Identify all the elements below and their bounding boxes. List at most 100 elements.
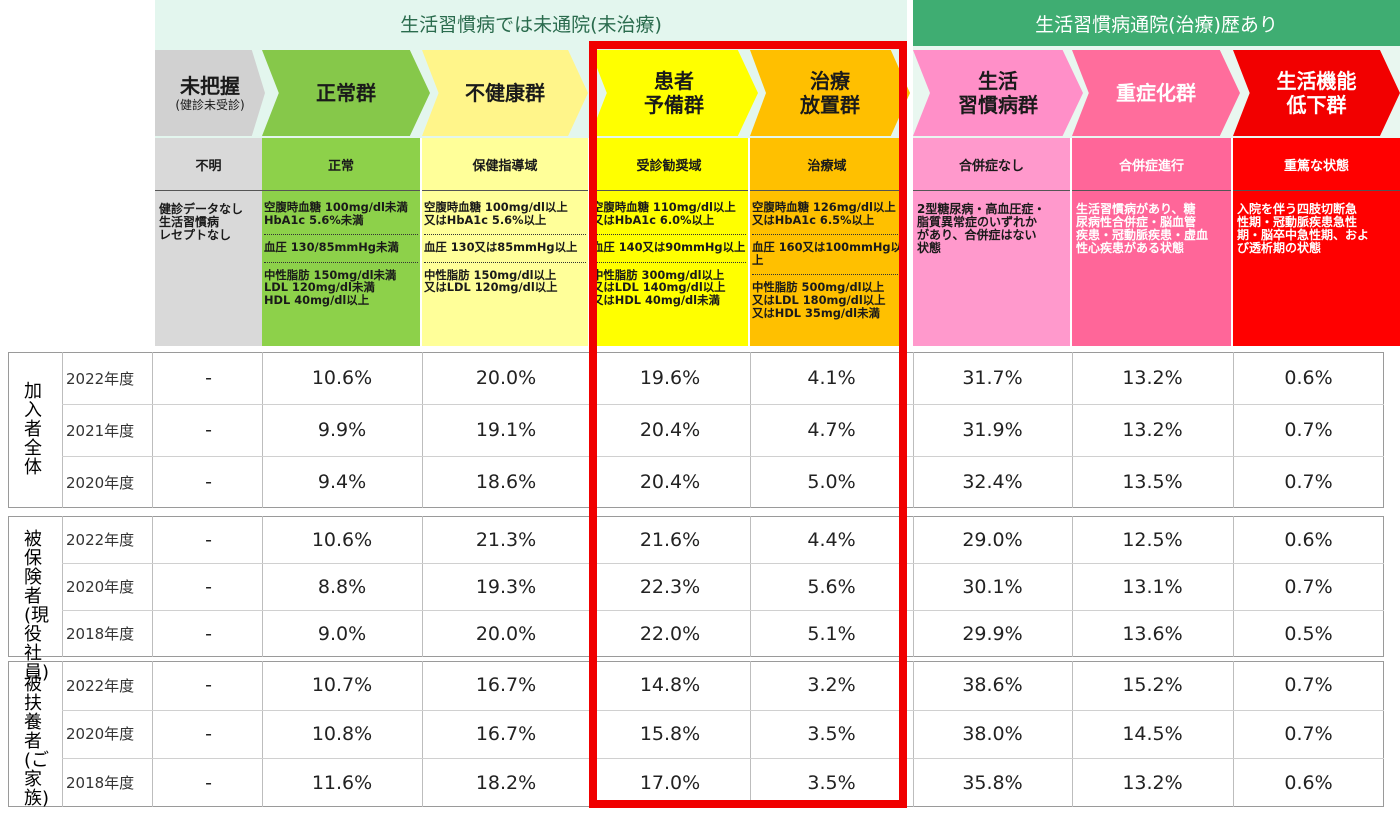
column-divider: [62, 352, 63, 508]
value-cell: 10.7%: [311, 674, 373, 697]
row-divider: [62, 404, 1384, 405]
criteria-block: 空腹時血糖 100mg/dl以上 又はHbA1c 5.6%以上 血圧 130又は8…: [422, 191, 588, 300]
value-cell: 9.9%: [317, 419, 367, 441]
group-chevron-2: 不健康群: [422, 50, 588, 136]
criteria-text: 入院を伴う四肢切断急 性期・冠動脈疾患急性 期・脳卒中急性期、およ び透析期の状…: [1237, 202, 1370, 255]
value-cell: 11.6%: [311, 771, 373, 794]
value-cell: -: [205, 622, 212, 645]
group-label: 被保険者(現役社員): [24, 529, 50, 683]
criteria-text: 空腹時血糖 110mg/dl以上 又はHbA1c 6.0%以上: [592, 200, 736, 227]
value-cell: 19.3%: [475, 575, 537, 598]
value-cell: 32.4%: [962, 471, 1023, 493]
criteria-text: 中性脂肪 150mg/dl未満 LDL 120mg/dl未満 HDL 40mg/…: [264, 267, 397, 307]
group-column-7: 重篤な状態入院を伴う四肢切断急 性期・冠動脈疾患急性 期・脳卒中急性期、およ び…: [1233, 138, 1400, 346]
group-chevron-4: 治療 放置群: [750, 50, 910, 136]
group-column-0: 不明健診データなし 生活習慣病 レセプトなし: [155, 138, 262, 346]
value-cell: 4.7%: [807, 419, 856, 441]
value-cell: 13.5%: [1122, 471, 1183, 493]
criteria-text: 健診データなし 生活習慣病 レセプトなし: [159, 202, 244, 242]
group-title: 患者 予備群: [644, 69, 704, 117]
value-cell: 31.7%: [962, 367, 1023, 389]
value-cell: 20.0%: [475, 622, 537, 645]
column-divider: [913, 352, 914, 508]
group-title: 治療 放置群: [800, 69, 860, 117]
value-cell: 9.4%: [317, 471, 367, 493]
level-label: 重篤な状態: [1233, 138, 1400, 191]
column-divider: [262, 661, 263, 807]
value-cell: 0.5%: [1284, 622, 1333, 645]
value-cell: 10.8%: [311, 722, 373, 745]
band-untreated: 生活習慣病では未通院(未治療): [155, 0, 907, 46]
value-cell: 15.8%: [639, 722, 701, 745]
criteria-text: 中性脂肪 150mg/dl以上 又はLDL 120mg/dl以上: [424, 267, 558, 295]
highlight-frame: [589, 41, 907, 808]
value-cell: 20.4%: [639, 419, 701, 441]
group-chevron-3: 患者 予備群: [590, 50, 758, 136]
column-divider: [1072, 661, 1073, 807]
row-group-1: [8, 516, 1384, 657]
value-cell: 13.1%: [1122, 575, 1183, 598]
year-label: 2018年度: [66, 774, 135, 793]
group-chevron-7: 生活機能 低下群: [1233, 50, 1400, 136]
value-cell: 3.5%: [807, 771, 856, 794]
value-cell: 0.6%: [1284, 528, 1333, 551]
value-cell: 20.0%: [475, 367, 537, 389]
group-chevron-0: 未把握 (健診未受診): [155, 50, 265, 136]
value-cell: 0.7%: [1284, 471, 1333, 493]
value-cell: 4.4%: [807, 528, 856, 551]
year-label: 2021年度: [66, 421, 135, 440]
value-cell: 22.0%: [639, 622, 701, 645]
value-cell: 29.0%: [962, 528, 1023, 551]
value-cell: 29.9%: [962, 622, 1023, 645]
year-label: 2020年度: [66, 725, 135, 744]
criteria-separator: [264, 234, 418, 236]
criteria-text: 空腹時血糖 100mg/dl以上 又はHbA1c 5.6%以上: [424, 200, 568, 227]
group-title: 正常群: [316, 81, 376, 105]
criteria-text: 2型糖尿病・高血圧症・ 脂質異常症のいずれか があり、合併症はない 状態: [917, 202, 1046, 255]
value-cell: -: [205, 367, 212, 389]
level-label: 不明: [155, 138, 262, 191]
column-divider: [750, 352, 751, 508]
group-title: 生活機能 低下群: [1276, 69, 1357, 117]
year-label: 2022年度: [66, 369, 135, 388]
value-cell: 19.1%: [475, 419, 537, 441]
row-divider: [62, 709, 1384, 711]
criteria-block: 入院を伴う四肢切断急 性期・冠動脈疾患急性 期・脳卒中急性期、およ び透析期の状…: [1233, 191, 1400, 255]
year-label: 2020年度: [66, 578, 135, 596]
row-divider: [62, 563, 1384, 564]
criteria-text: 血圧 140又は90mmHg以上: [592, 240, 746, 255]
level-label: 治療域: [750, 138, 904, 191]
value-cell: 30.1%: [962, 575, 1023, 598]
value-cell: -: [205, 575, 212, 598]
value-cell: 0.7%: [1284, 575, 1333, 598]
value-cell: 22.3%: [639, 575, 701, 598]
value-cell: 4.1%: [807, 367, 856, 389]
value-cell: 38.6%: [962, 674, 1023, 697]
criteria-text: 中性脂肪 300mg/dl以上 又はLDL 140mg/dl以上 又はHDL 4…: [592, 267, 726, 307]
value-cell: 21.3%: [475, 528, 537, 551]
criteria-separator: [592, 234, 746, 236]
value-cell: 31.9%: [962, 419, 1023, 441]
value-cell: 13.6%: [1122, 622, 1183, 645]
level-label: 保健指導域: [422, 138, 588, 191]
level-label: 合併症なし: [913, 138, 1070, 191]
value-cell: 8.8%: [317, 575, 367, 598]
value-cell: 16.7%: [475, 722, 537, 745]
band-untreated-label: 生活習慣病では未通院(未治療): [400, 13, 662, 36]
value-cell: 16.7%: [475, 674, 537, 697]
value-cell: 5.1%: [807, 622, 856, 645]
group-label: 加入者全体: [24, 381, 42, 478]
value-cell: 21.6%: [639, 528, 701, 551]
group-chevron-1: 正常群: [262, 50, 430, 136]
row-divider: [62, 758, 1384, 760]
value-cell: 14.5%: [1122, 722, 1183, 745]
year-label: 2022年度: [66, 531, 135, 549]
value-cell: 0.7%: [1284, 419, 1333, 441]
criteria-block: 空腹時血糖 100mg/dl未満 HbA1c 5.6%未満 血圧 130/85mm…: [262, 191, 420, 313]
value-cell: 18.2%: [475, 771, 537, 794]
column-divider: [1072, 516, 1073, 657]
column-divider: [913, 661, 914, 807]
value-cell: 0.6%: [1284, 771, 1333, 794]
value-cell: 13.2%: [1122, 419, 1183, 441]
value-cell: 3.5%: [807, 722, 856, 745]
